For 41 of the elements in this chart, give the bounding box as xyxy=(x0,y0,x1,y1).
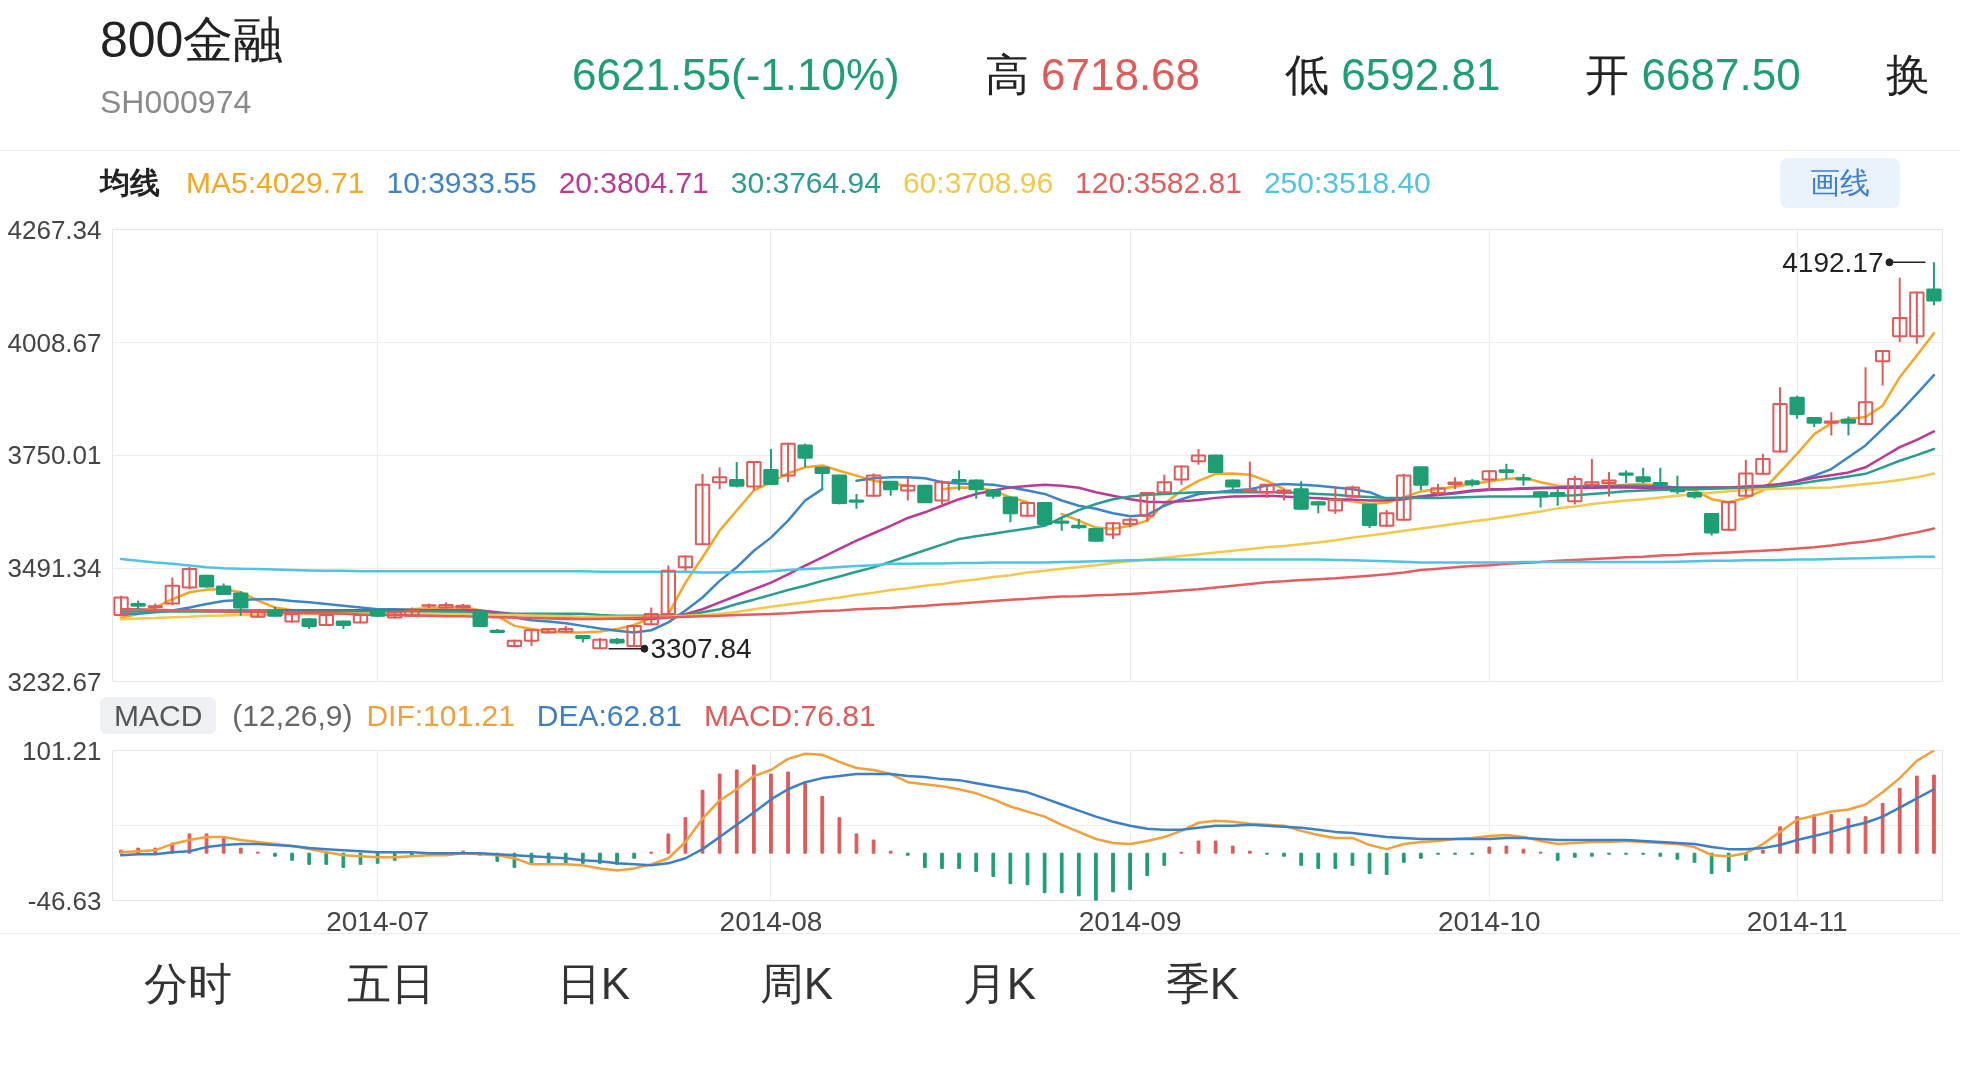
text: MA5:4029.71 xyxy=(186,166,365,199)
y-tick-label: -46.63 xyxy=(27,885,102,916)
annotation: 3307.84 xyxy=(650,633,752,665)
series-label: MACD:76.81 xyxy=(703,699,876,732)
text: 60:3708.96 xyxy=(902,166,1054,199)
text: 低 6592.81 xyxy=(1285,50,1501,99)
text: 周K xyxy=(759,959,834,1008)
text: 高 6718.68 xyxy=(984,50,1201,99)
text: 分时 xyxy=(142,958,233,1010)
text: 开 6687.50 xyxy=(1585,50,1801,99)
y-tick-label: 4008.67 xyxy=(7,327,102,358)
x-tick-label: 2014-11 xyxy=(1746,905,1848,937)
legend-title: 均线 xyxy=(100,166,160,199)
text: DIF:101.21 xyxy=(366,699,515,732)
chart-title: 800金融 xyxy=(100,11,284,70)
text: 20:3804.71 xyxy=(558,166,709,199)
x-tick-label: 2014-10 xyxy=(1437,905,1541,937)
text: DEA:62.81 xyxy=(536,699,682,732)
x-tick-label: 2014-07 xyxy=(326,905,429,937)
x-tick-label: 2014-09 xyxy=(1078,905,1182,937)
text: 30:3764.94 xyxy=(730,166,881,199)
text: (12,26,9) xyxy=(232,699,353,732)
text: 季K xyxy=(1165,959,1240,1008)
text: 6621.55(-1.10%) xyxy=(572,50,900,99)
annotation: 4192.17 xyxy=(1782,246,1884,278)
y-tick-label: 101.21 xyxy=(21,735,102,766)
chart-subtitle: SH000974 xyxy=(100,83,253,122)
text: 画线 xyxy=(1780,158,1900,208)
text: 120:3582.81 xyxy=(1075,166,1242,199)
text: 换 xyxy=(1885,50,1930,99)
y-tick-label: 4267.34 xyxy=(7,214,102,245)
text: 月K xyxy=(962,959,1037,1008)
y-tick-label: 3750.01 xyxy=(7,440,102,471)
y-tick-label: 3491.34 xyxy=(7,553,102,584)
text: 250:3518.40 xyxy=(1263,166,1431,199)
legend-title: MACD xyxy=(100,697,217,734)
x-tick-label: 2014-08 xyxy=(719,905,823,937)
text: 五日 xyxy=(346,959,435,1008)
y-tick-label: 3232.67 xyxy=(7,666,102,697)
text: 日K xyxy=(555,958,632,1010)
text: 10:3933.55 xyxy=(386,166,537,199)
